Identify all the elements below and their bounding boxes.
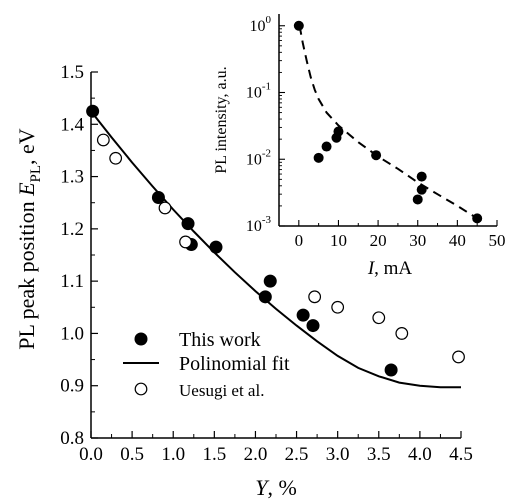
inset-y-tick-base: 10 [246, 218, 262, 235]
inset-y-tick-label: 10-3 [246, 214, 272, 235]
y-tick-label: 1.5 [60, 62, 84, 83]
this-work-point [86, 104, 100, 118]
this-work-point [181, 217, 195, 231]
inset-y-tick-label: 100 [250, 14, 272, 35]
x-tick-label: 4.0 [408, 444, 432, 465]
x-tick-label: 2.5 [285, 444, 309, 465]
uesugi-point [308, 290, 322, 304]
y-tick-label: 1.0 [60, 323, 84, 344]
inset-y-axis-label: PL intensity, a.u. [213, 66, 230, 173]
inset-x-tick-label: 20 [370, 231, 387, 250]
inset-y-tick-label: 10-1 [246, 81, 271, 102]
inset-x-tick-label: 0 [295, 231, 304, 250]
inset-y-tick-exponent: -2 [262, 147, 271, 159]
x-axis-label: Y, % [255, 475, 297, 500]
this-work-point [263, 274, 277, 288]
inset-x-tick-label: 30 [409, 231, 426, 250]
this-work-point [209, 240, 223, 254]
this-work-point [151, 190, 165, 204]
y-tick-label: 0.9 [60, 376, 84, 397]
inset-point [333, 126, 344, 137]
y-tick-label: 1.3 [60, 167, 84, 188]
main-plot: 0.0 0.5 1.0 1.5 2.0 2.5 3.0 3.5 4.0 4.5 0.8 0.9 1.0 1… [14, 62, 473, 500]
inset-point [416, 184, 427, 195]
uesugi-point [331, 300, 345, 314]
y-tick-label: 1.2 [60, 219, 84, 240]
x-tick-label: 1.0 [161, 444, 185, 465]
x-tick-label: 1.5 [202, 444, 226, 465]
inset-x-axis-label-unit: , mA [374, 258, 412, 279]
uesugi-point [452, 350, 465, 364]
uesugi-point [109, 151, 123, 165]
y-tick-label: 0.8 [60, 428, 84, 449]
legend-label-this-work: This work [179, 329, 261, 351]
inset-y-tick-base: 10 [246, 85, 262, 102]
x-tick-label: 3.0 [326, 444, 350, 465]
y-axis-label-subscript: PL [28, 165, 44, 183]
inset-point [472, 213, 483, 224]
legend-label-uesugi: Uesugi et al. [179, 381, 264, 400]
x-axis-label-symbol: Y [255, 475, 270, 500]
inset-x-axis-label: I, mA [367, 258, 413, 279]
uesugi-point [158, 201, 172, 215]
inset-x-axis-label-symbol: I [367, 258, 376, 279]
inset-y-tick-exponent: 0 [266, 14, 272, 26]
x-tick-label: 2.0 [244, 444, 268, 465]
inset-x-tick-label: 10 [330, 231, 347, 250]
x-tick-label: 0.5 [120, 444, 144, 465]
inset-dashed-curve [298, 25, 478, 220]
uesugi-point [372, 311, 386, 325]
legend-marker-uesugi [134, 382, 148, 396]
y-tick-label: 1.4 [60, 114, 84, 135]
inset-x-tick-label: 50 [489, 231, 506, 250]
y-tick-label: 1.1 [60, 271, 84, 292]
y-axis-label-text: PL peak position [14, 196, 39, 350]
inset-point [321, 141, 332, 152]
inset-y-tick-base: 10 [250, 18, 266, 35]
inset-y-tick-label: 10-2 [246, 147, 271, 168]
inset-point [313, 152, 324, 163]
uesugi-point [179, 235, 192, 249]
this-work-point [384, 363, 398, 377]
inset-point [293, 20, 304, 31]
inset-x-tick-label: 40 [449, 231, 466, 250]
inset-y-tick-base: 10 [246, 151, 262, 168]
legend-marker-this-work [134, 332, 148, 346]
this-work-point [306, 319, 320, 333]
y-axis-label: PL peak position EPL, eV [14, 128, 44, 350]
inset-y-tick-exponent: -1 [262, 81, 271, 93]
fit-curve [90, 110, 461, 389]
x-tick-label: 0.0 [79, 444, 103, 465]
inset-point [412, 194, 423, 205]
x-tick-label: 4.5 [449, 444, 473, 465]
y-axis-label-unit: , eV [14, 128, 39, 165]
uesugi-point [96, 133, 110, 147]
this-work-point [296, 308, 310, 322]
legend-label-fit: Polinomial fit [179, 353, 290, 375]
inset-point [416, 171, 427, 182]
inset-point [371, 150, 382, 161]
y-axis-label-symbol: E [14, 182, 39, 197]
uesugi-point [395, 327, 409, 340]
x-tick-label: 3.5 [367, 444, 391, 465]
x-axis-label-unit: , % [267, 475, 296, 500]
this-work-point [258, 290, 272, 304]
inset-y-tick-exponent: -3 [262, 214, 272, 226]
